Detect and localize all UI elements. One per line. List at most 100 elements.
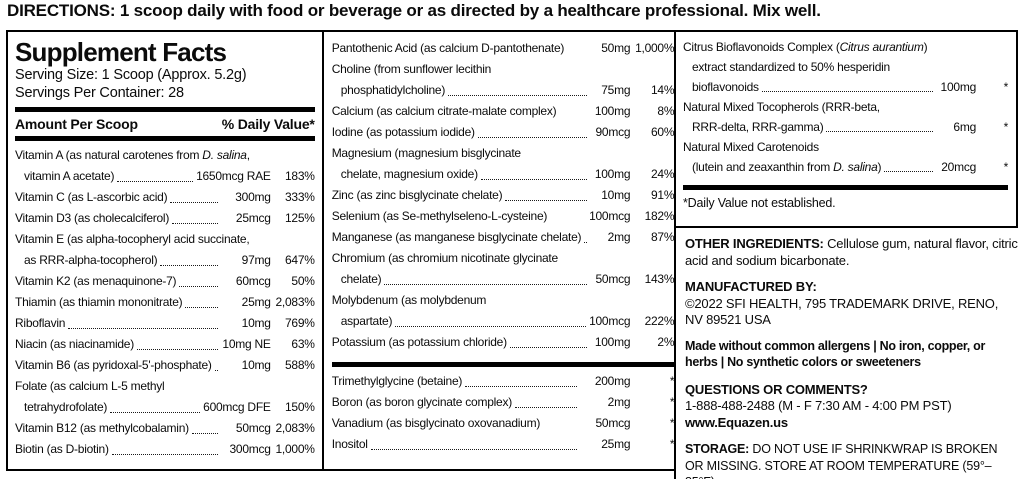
nutrient-row-line: Molybdenum (as molybdenum [332, 290, 675, 311]
nutrient-amount: 97mg [241, 253, 271, 267]
nutrient-name: aspartate) [340, 314, 393, 328]
nutrient-name: chelate) [340, 272, 382, 286]
nutrient-name: Natural Mixed Tocopherols (RRR-beta, [683, 100, 880, 114]
daily-value-footnote: *Daily Value not established. [683, 196, 836, 210]
nutrient-amount: 100mg [594, 167, 631, 181]
nutrient-name: Chromium (as chromium nicotinate glycina… [331, 251, 559, 265]
nutrient-daily-value: 63% [291, 337, 315, 351]
nutrient-list-vitamins: Vitamin A (as natural carotenes from D. … [15, 145, 315, 460]
nutrient-name: (lutein and zeaxanthin from D. salina) [692, 160, 882, 174]
nutrient-amount: 10mg NE [222, 337, 271, 351]
dot-leader [179, 286, 218, 287]
nutrient-row-line: Chromium (as chromium nicotinate glycina… [332, 248, 675, 269]
nutrient-row-line: Pantothenic Acid (as calcium D-pantothen… [332, 38, 675, 59]
nutrient-daily-value: 588% [284, 358, 315, 372]
nutrient-row-line: as RRR-alpha-tocopherol) 97mg 647% [15, 250, 315, 271]
questions-or-comments: QUESTIONS OR COMMENTS? 1-888-488-2488 (M … [685, 382, 1018, 432]
nutrient-list-no-dv: Trimethylglycine (betaine) 200mg * Boron (a… [332, 371, 675, 455]
dot-leader [505, 200, 588, 201]
nutrient-daily-value: * [1003, 120, 1009, 134]
nutrient-amount: 6mg [953, 120, 976, 134]
nutrient-amount: 60mcg [235, 274, 271, 288]
other-ingredients-text: Cellulose gum, natural flavor, citric ac… [685, 236, 1018, 268]
nutrient-row-line: Vitamin C (as L-ascorbic acid) 300mg 333% [15, 187, 315, 208]
nutrient-row-line: tetrahydrofolate) 600mcg DFE 150% [15, 397, 315, 418]
nutrient-row-line: extract standardized to 50% hesperidin [683, 57, 1008, 77]
nutrient-name: vitamin A acetate) [24, 169, 115, 183]
nutrient-row-line: Thiamin (as thiamin mononitrate) 25mg 2,08… [15, 292, 315, 313]
other-ingredients-label: OTHER INGREDIENTS: [685, 236, 824, 251]
nutrient-daily-value: 1,000% [275, 442, 315, 456]
nutrient-amount: 100mg [940, 80, 977, 94]
nutrient-name: Magnesium (magnesium bisglycinate [331, 146, 521, 160]
info-column: OTHER INGREDIENTS: Cellulose gum, natura… [674, 228, 1024, 479]
nutrient-name: tetrahydrofolate) [24, 400, 108, 414]
nutrient-name: Trimethylglycine (betaine) [331, 374, 463, 388]
dot-leader [191, 433, 218, 434]
nutrient-row-line: Magnesium (magnesium bisglycinate [332, 143, 675, 164]
nutrient-name: Biotin (as D-biotin) [15, 442, 109, 456]
nutrient-row-line: Potassium (as potassium chloride) 100mg 2% [332, 332, 675, 353]
nutrient-row-line: Vitamin A (as natural carotenes from D. … [15, 145, 315, 166]
phone-number: 1-888-488-2488 (M - F 7:30 AM - 4:00 PM … [685, 398, 952, 413]
nutrient-daily-value: 222% [644, 314, 675, 328]
nutrient-daily-value: 2,083% [275, 421, 315, 435]
nutrient-row-line: (lutein and zeaxanthin from D. salina) 20… [683, 157, 1008, 177]
dot-leader [826, 131, 933, 132]
nutrient-name: Zinc (as zinc bisglycinate chelate) [331, 188, 503, 202]
divider-bar [15, 107, 315, 112]
nutrient-name: Vitamin K2 (as menaquinone-7) [15, 274, 177, 288]
nutrient-amount: 200mg [594, 374, 631, 388]
dot-leader [477, 137, 588, 138]
nutrient-row-line: Vitamin B12 (as methylcobalamin) 50mcg 2,0… [15, 418, 315, 439]
dot-leader [214, 370, 218, 371]
nutrient-name: Iodine (as potassium iodide) [331, 125, 475, 139]
nutrient-daily-value: 647% [284, 253, 315, 267]
nutrient-name: as RRR-alpha-tocopherol) [24, 253, 158, 267]
nutrient-name: Vitamin B6 (as pyridoxal-5'-phosphate) [15, 358, 212, 372]
nutrient-name: Riboflavin [15, 316, 66, 330]
nutrient-name: Choline (from sunflower lecithin [331, 62, 492, 76]
nutrient-row-line: Choline (from sunflower lecithin [332, 59, 675, 80]
nutrient-row-line: Zinc (as zinc bisglycinate chelate) 10mg 9… [332, 185, 675, 206]
nutrient-name: Vitamin D3 (as cholecalciferol) [15, 211, 170, 225]
nutrient-daily-value: 60% [650, 125, 675, 139]
nutrient-row-line: Vitamin E (as alpha-tocopheryl acid succ… [15, 229, 315, 250]
amount-per-scoop-header: Amount Per Scoop [15, 116, 138, 132]
nutrient-amount: 50mcg [595, 416, 631, 430]
dot-leader [448, 95, 588, 96]
divider-bar [15, 136, 315, 141]
nutrient-row-line: aspartate) 100mcg 222% [332, 311, 675, 332]
daily-value-header: % Daily Value* [221, 116, 315, 132]
nutrient-name: Vitamin B12 (as methylcobalamin) [15, 421, 189, 435]
nutrient-name: Vitamin C (as L-ascorbic acid) [15, 190, 168, 204]
nutrient-amount: 100mg [594, 335, 631, 349]
dot-leader [160, 265, 218, 266]
nutrient-amount: 25mg [241, 295, 271, 309]
nutrient-daily-value: 50% [291, 274, 315, 288]
nutrient-row-line: Natural Mixed Tocopherols (RRR-beta, [683, 97, 1008, 117]
nutrient-name: Boron (as boron glycinate complex) [331, 395, 513, 409]
nutrient-row-line: Folate (as calcium L-5 methyl [15, 376, 315, 397]
nutrient-name: Molybdenum (as molybdenum [331, 293, 487, 307]
storage-label: STORAGE: [685, 442, 750, 456]
website-url: www.Equazen.us [685, 414, 788, 430]
nutrient-amount: 100mcg [589, 209, 631, 223]
directions-text: DIRECTIONS: 1 scoop daily with food or b… [7, 1, 821, 20]
divider-bar [331, 362, 675, 367]
nutrient-name: phosphatidylcholine) [340, 83, 446, 97]
nutrient-list-botanicals: Citrus Bioflavonoids Complex (Citrus aur… [683, 37, 1008, 177]
nutrient-row-line: chelate, magnesium oxide) 100mg 24% [332, 164, 675, 185]
nutrient-amount: 100mcg [589, 314, 631, 328]
nutrient-amount: 20mcg [941, 160, 976, 174]
nutrient-amount: 2mg [607, 230, 631, 244]
panel-title: Supplement Facts [15, 37, 227, 67]
nutrient-amount: 50mcg [235, 421, 271, 435]
nutrient-daily-value: 333% [284, 190, 315, 204]
nutrient-amount: 50mcg [595, 272, 631, 286]
nutrient-daily-value: 143% [644, 272, 675, 286]
allergen-statement: Made without common allergens | No iron,… [685, 338, 986, 370]
nutrient-row-line: Iodine (as potassium iodide) 90mcg 60% [332, 122, 675, 143]
dot-leader [884, 171, 933, 172]
nutrient-row-line: Vitamin D3 (as cholecalciferol) 25mcg 125% [15, 208, 315, 229]
